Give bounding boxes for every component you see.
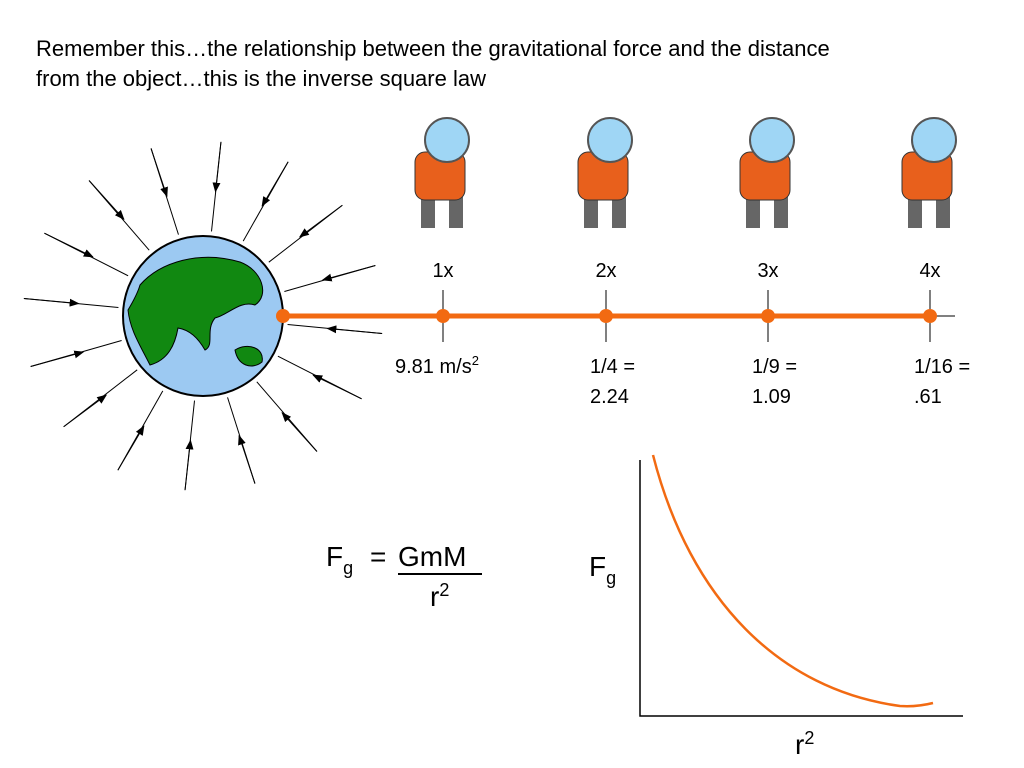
sub: g xyxy=(343,558,353,578)
origin-dot xyxy=(276,309,290,323)
formula: Fg = GmM r2 xyxy=(326,541,482,612)
value-text: 1.09 xyxy=(752,386,791,408)
arrow-head xyxy=(321,265,376,282)
arrow-head xyxy=(184,439,194,491)
curve xyxy=(651,454,934,708)
distance-dot xyxy=(436,309,450,323)
value-text: 2.24 xyxy=(590,386,629,408)
title-line: from the object…this is the inverse squa… xyxy=(36,66,486,91)
value-text: .61 xyxy=(914,386,942,408)
astronaut: 2x 1/4 = 2.24 xyxy=(577,117,635,408)
x-label: r2 xyxy=(795,728,814,760)
arrow-head xyxy=(326,325,383,334)
value-text: 1/9 = xyxy=(752,356,797,378)
distance-label: 3x xyxy=(757,260,778,282)
denominator: r2 xyxy=(430,580,449,612)
distance-label: 1x xyxy=(432,260,453,282)
acceleration-value: 2.24 xyxy=(590,386,629,408)
stations: 1x 9.81 m/s2 2x 1/4 = 2.24 3x 1/9 = 1.09 4x 1/16 … xyxy=(395,117,970,408)
arrow-head xyxy=(261,161,289,207)
r: r xyxy=(795,729,804,760)
equals: = xyxy=(370,541,386,572)
r: r xyxy=(430,581,439,612)
f: F xyxy=(589,551,606,582)
value-text: 1/4 = xyxy=(590,356,635,378)
acceleration-value: 1/4 = xyxy=(590,356,635,378)
acceleration-value: 1.09 xyxy=(752,386,791,408)
astronaut: 4x 1/16 = .61 xyxy=(901,117,970,408)
distance-dot xyxy=(599,309,613,323)
arrow-head xyxy=(44,232,94,258)
value-text: 1/16 = xyxy=(914,356,970,378)
field-arrows xyxy=(23,141,383,491)
helmet xyxy=(587,117,633,163)
numerator: GmM xyxy=(398,541,466,572)
title-line: Remember this…the relationship between t… xyxy=(36,36,830,61)
arrow-head xyxy=(312,374,362,400)
acceleration-value: 9.81 m/s2 xyxy=(395,353,479,378)
arrow-head xyxy=(117,425,145,471)
acceleration-value: 1/16 = xyxy=(914,356,970,378)
sup: 2 xyxy=(472,353,479,368)
distance-dot xyxy=(923,309,937,323)
arrow-head xyxy=(63,394,108,428)
helmet xyxy=(424,117,470,163)
distance-label: 2x xyxy=(595,260,616,282)
sup: 2 xyxy=(439,580,449,600)
y-label: Fg xyxy=(589,551,616,588)
graph: Fg r2 xyxy=(589,454,963,760)
arrow-head xyxy=(88,180,125,220)
helmet xyxy=(749,117,795,163)
astronaut: 3x 1/9 = 1.09 xyxy=(739,117,797,408)
helmet xyxy=(911,117,957,163)
arrow-head xyxy=(30,350,85,367)
arrow-head xyxy=(212,141,222,193)
f: F xyxy=(326,541,343,572)
arrow-head xyxy=(238,434,256,484)
earth xyxy=(122,235,284,397)
astronaut: 1x 9.81 m/s2 xyxy=(395,117,479,378)
acceleration-value: 1/9 = xyxy=(752,356,797,378)
distance-dot xyxy=(761,309,775,323)
sup: 2 xyxy=(804,728,814,748)
arrow-head xyxy=(23,298,80,307)
value-text: 9.81 m/s xyxy=(395,356,472,378)
sub: g xyxy=(606,568,616,588)
arrow-head xyxy=(281,412,318,452)
arrow-head xyxy=(150,148,168,198)
distance-label: 4x xyxy=(919,260,940,282)
acceleration-value: .61 xyxy=(914,386,942,408)
arrow-head xyxy=(298,204,343,238)
formula-lhs: Fg xyxy=(326,541,353,578)
